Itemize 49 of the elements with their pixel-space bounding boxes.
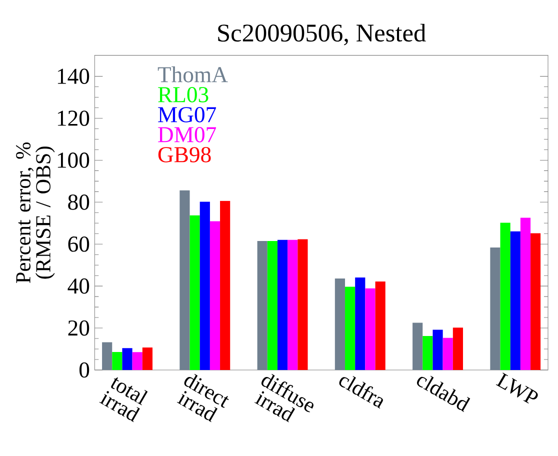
bar (442, 338, 453, 370)
y-tick-label: 80 (68, 194, 90, 210)
x-tick-label: direct irrad (176, 374, 229, 422)
bar (267, 240, 278, 370)
bar (452, 328, 464, 370)
bar (365, 288, 376, 370)
x-tick-label: LWP (496, 372, 538, 404)
text: DM07 (158, 127, 216, 142)
x-tick-label: total irrad (99, 377, 148, 422)
x-tick-label: cldfra (339, 376, 383, 409)
bar (422, 336, 433, 370)
bar (520, 218, 531, 370)
bar (298, 239, 308, 370)
bar (500, 222, 510, 370)
bar (375, 281, 386, 370)
bar (412, 322, 423, 370)
bar (220, 200, 230, 370)
bar (432, 330, 443, 370)
bar (200, 202, 210, 370)
series-label: GB98 (158, 147, 211, 162)
y-tick-label: 40 (68, 278, 90, 294)
bar (257, 240, 268, 370)
y-axis-title: Percent error, % (RMSE / OBS) (16, 142, 55, 283)
bar (530, 233, 541, 370)
bar (122, 348, 132, 370)
bar (355, 277, 366, 370)
bar (510, 231, 520, 370)
bar (102, 342, 112, 370)
y-tick-label: 120 (58, 110, 90, 126)
bar (345, 286, 356, 370)
y-tick-label: 60 (68, 236, 90, 252)
bar (277, 240, 288, 370)
text: RL03 (158, 87, 208, 102)
bar (334, 278, 346, 370)
bar (180, 190, 190, 370)
text: ThomA (158, 66, 228, 82)
y-tick-label: 140 (58, 68, 90, 84)
bar (142, 348, 153, 370)
text: MG07 (158, 107, 216, 122)
y-tick-label: 20 (68, 320, 90, 336)
bar (190, 215, 200, 370)
bar (210, 221, 220, 370)
bar (490, 247, 500, 370)
bar (132, 352, 142, 370)
bar (288, 240, 298, 370)
y-tick-label: 0 (79, 362, 90, 378)
chart-title: Sc20090506, Nested (218, 24, 426, 46)
y-tick-label: 100 (58, 152, 90, 168)
bar (112, 352, 122, 370)
